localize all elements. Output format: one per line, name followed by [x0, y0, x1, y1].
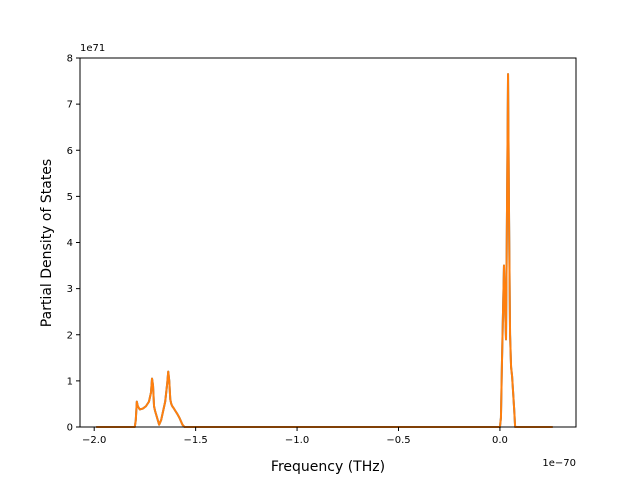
x-axis-label: Frequency (THz): [271, 459, 385, 475]
y-tick-label: 3: [67, 284, 73, 295]
x-axis-ticks: −2.0 −1.5 −1.0 −0.5 0.0: [82, 427, 508, 446]
series-layer: [96, 73, 553, 428]
y-tick-label: 8: [67, 54, 73, 65]
y-tick-label: 6: [67, 146, 73, 157]
y-tick-label: 7: [67, 100, 73, 111]
x-offset-label: 1e−70: [542, 458, 576, 469]
x-tick-label: 0.0: [492, 435, 508, 446]
y-tick-label: 2: [67, 330, 73, 341]
y-offset-label: 1e71: [80, 43, 105, 54]
y-tick-label: 4: [67, 238, 73, 249]
x-tick-label: −2.0: [82, 435, 106, 446]
y-axis-ticks: 0 1 2 3 4 5 6 7 8: [67, 54, 80, 434]
x-tick-label: −1.0: [285, 435, 309, 446]
y-tick-label: 5: [67, 192, 73, 203]
series-line-1: [96, 73, 553, 428]
x-tick-label: −0.5: [386, 435, 410, 446]
x-tick-label: −1.5: [183, 435, 207, 446]
y-tick-label: 0: [67, 423, 73, 434]
y-tick-label: 1: [67, 376, 73, 387]
series-line-0: [96, 73, 553, 428]
y-axis-label: Partial Density of States: [39, 159, 55, 327]
